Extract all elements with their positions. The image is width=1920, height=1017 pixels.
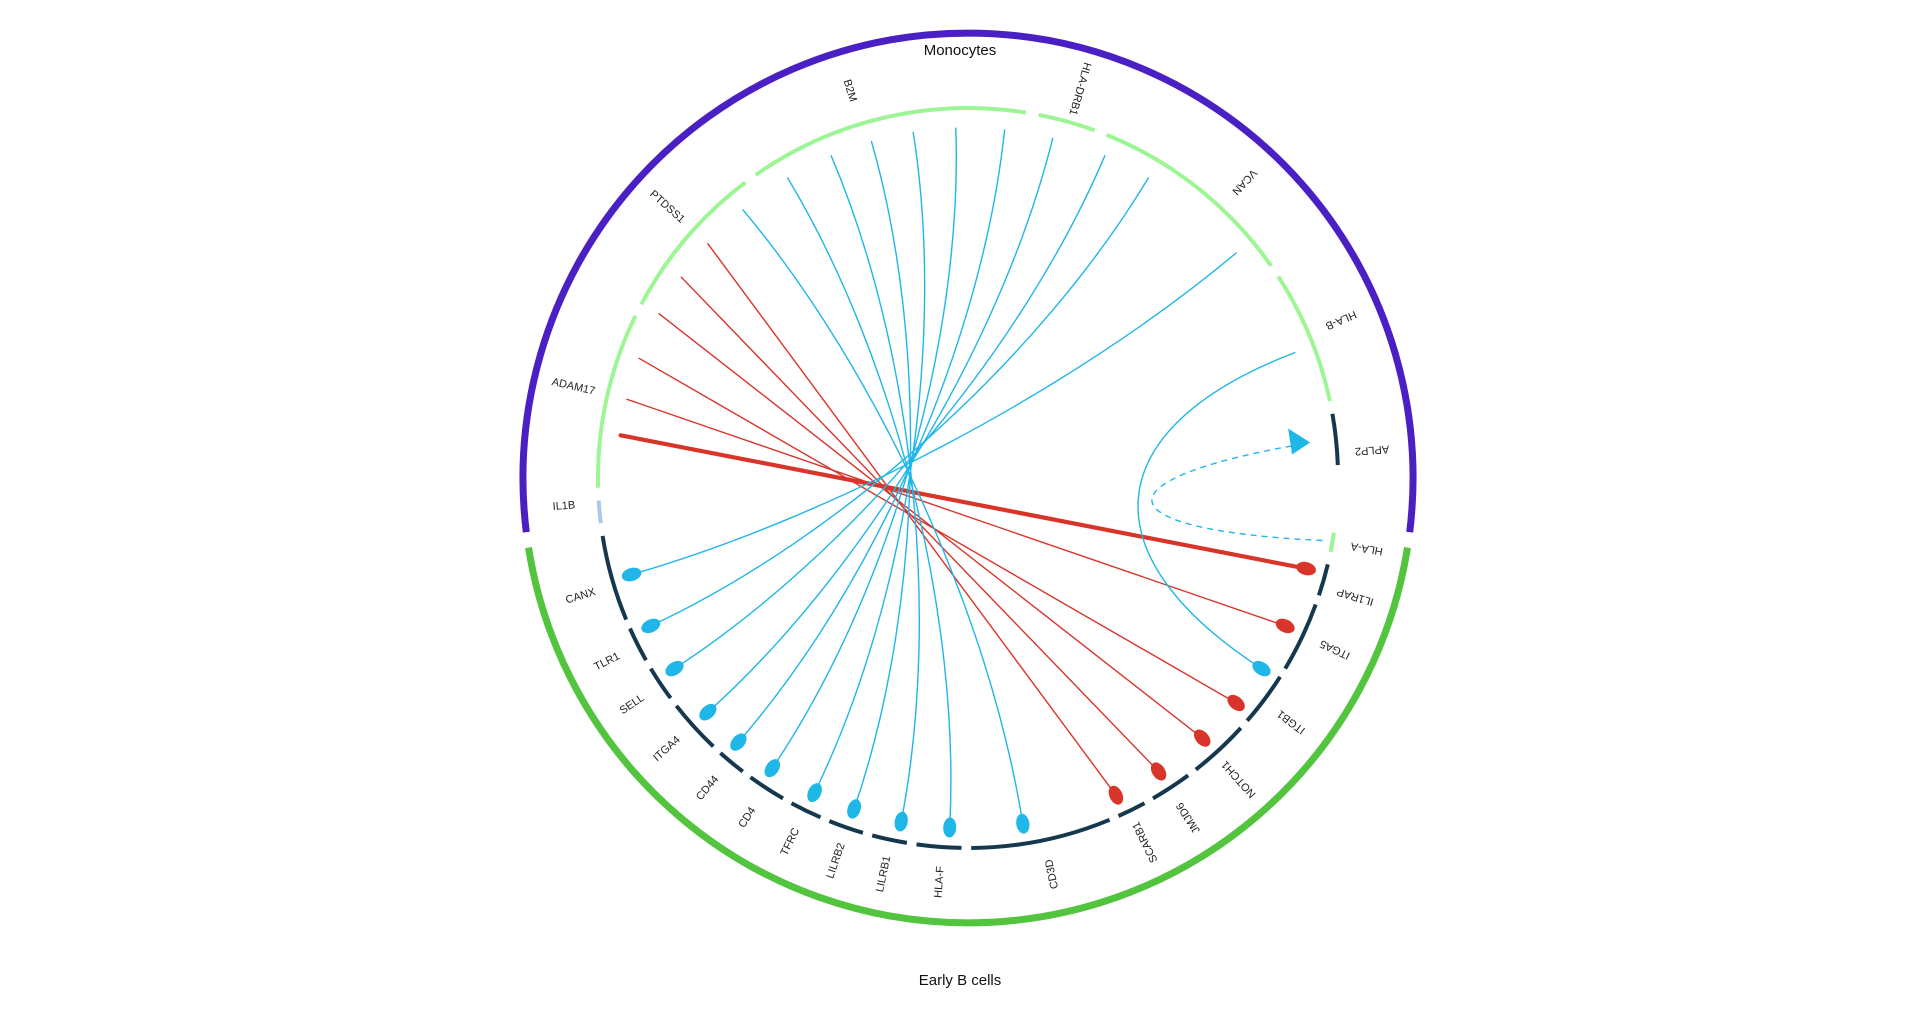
- gene-label-lilrb1: LILRB1: [874, 855, 893, 893]
- link-hla-a-to-aplp2: [1151, 444, 1323, 542]
- segment-notch1: [1194, 726, 1243, 772]
- arc-monocytes: [519, 29, 1417, 533]
- gene-label-canx: CANX: [564, 586, 597, 607]
- segment-hla-b: [1276, 275, 1332, 402]
- segment-hla-drb1: [1038, 112, 1096, 133]
- gene-segments: [596, 106, 1340, 850]
- segment-lilrb2: [828, 819, 864, 835]
- link-end-adam17-to-itgb1: [1227, 694, 1245, 712]
- link-adam17-to-notch1: [658, 313, 1203, 739]
- link-hla-drb1-to-cd4: [771, 127, 957, 769]
- gene-labels: IL1B ADAM17 PTDSS1 B2M HLA-DRB1 VCAN HLA-B APLP…: [551, 61, 1390, 898]
- group-label-monocytes: Monocytes: [924, 42, 997, 59]
- gene-label-aplp2: APLP2: [1355, 443, 1390, 457]
- link-end-b2m-to-lilrb1: [894, 811, 908, 832]
- link-hla-b-to-itga5: [1137, 351, 1296, 670]
- segment-aplp2: [1330, 413, 1340, 466]
- link-b2m-to-lilrb1: [830, 155, 920, 823]
- gene-label-vcan: VCAN: [1229, 167, 1259, 198]
- link-hla-b-to-canx: [630, 252, 1237, 576]
- link-end-adam17-to-itga5: [1275, 618, 1295, 634]
- gene-label-cd4: CD4: [736, 805, 758, 830]
- gene-label-b2m: B2M: [841, 78, 859, 103]
- link-adam17-to-itga5: [626, 398, 1286, 627]
- link-end-b2m-to-cd3d: [1016, 813, 1030, 834]
- link-il1b-to-il1rap: [618, 433, 1309, 571]
- gene-label-hla-f: HLA-F: [933, 865, 947, 898]
- segment-ptdss1: [639, 180, 747, 306]
- segment-cd44: [719, 751, 745, 774]
- gene-label-il1b: IL1B: [552, 499, 575, 513]
- gene-label-hla-a: HLA-A: [1349, 540, 1384, 558]
- segment-il1rap: [1317, 563, 1330, 597]
- gene-label-ptdss1: PTDSS1: [647, 188, 687, 226]
- segment-itga5: [1283, 603, 1318, 670]
- segment-cd4: [749, 775, 784, 801]
- arrow-head-aplp2: [1288, 428, 1311, 455]
- segment-sell: [649, 667, 673, 700]
- gene-label-lilrb2: LILRB2: [824, 842, 847, 881]
- link-b2m-to-tfrc: [813, 131, 926, 794]
- gene-label-jmjd6: JMJD6: [1174, 800, 1203, 835]
- segment-itga4: [674, 704, 715, 748]
- segment-itgb1: [1245, 675, 1282, 723]
- link-end-ptdss1-to-scarb1: [1108, 785, 1124, 805]
- link-end-il1b-to-il1rap: [1296, 561, 1316, 576]
- gene-label-itgb1: ITGB1: [1275, 707, 1308, 736]
- link-end-adam17-to-notch1: [1193, 729, 1211, 747]
- group-arcs: [519, 29, 1417, 927]
- gene-label-tlr1: TLR1: [592, 650, 621, 673]
- arrow-heads: [621, 428, 1316, 838]
- link-end-hla-drb1-to-cd4: [764, 759, 781, 778]
- gene-label-hla-drb1: HLA-DRB1: [1066, 61, 1093, 117]
- gene-label-sell: SELL: [618, 692, 647, 717]
- link-end-b2m-to-tfrc: [807, 783, 822, 803]
- segment-jmjd6: [1152, 773, 1190, 801]
- segment-lilrb1: [871, 833, 908, 845]
- group-label-early-b-cells: Early B cells: [919, 972, 1002, 989]
- link-vcan-to-tlr1: [650, 177, 1149, 627]
- link-ptdss1-to-scarb1: [707, 243, 1117, 796]
- gene-label-itga5: ITGA5: [1318, 637, 1352, 661]
- segment-vcan: [1105, 133, 1273, 267]
- link-ptdss1-to-jmjd6: [680, 276, 1160, 773]
- segment-hla-f: [916, 842, 962, 850]
- link-end-vcan-to-tlr1: [641, 618, 661, 634]
- gene-label-tfrc: TFRC: [779, 826, 803, 858]
- link-b2m-to-cd3d: [742, 209, 1024, 825]
- link-end-vcan-to-itga4: [699, 703, 717, 721]
- segment-hla-a: [1328, 532, 1336, 553]
- gene-label-adam17: ADAM17: [551, 376, 597, 398]
- segment-il1b: [596, 500, 603, 524]
- gene-label-scarb1: SCARB1: [1130, 820, 1160, 865]
- gene-label-hla-b: HLA-B: [1324, 308, 1359, 332]
- segment-cd3d: [971, 817, 1111, 850]
- link-end-hla-b-to-itga5: [1252, 660, 1271, 677]
- arc-early-b-cells: [525, 547, 1411, 927]
- link-end-b2m-to-lilrb2: [847, 799, 862, 819]
- segment-scarb1: [1117, 801, 1146, 818]
- segment-canx: [600, 535, 629, 621]
- link-vcan-to-cd44: [737, 129, 1006, 743]
- gene-label-cd3d: CD3D: [1043, 858, 1061, 890]
- link-vcan-to-itga4: [707, 137, 1054, 713]
- gene-label-itga4: ITGA4: [651, 734, 683, 764]
- segment-tfrc: [790, 801, 822, 820]
- segment-adam17: [596, 314, 638, 488]
- segment-tlr1: [628, 627, 648, 662]
- link-end-ptdss1-to-jmjd6: [1150, 762, 1167, 781]
- segment-b2m: [754, 106, 1027, 177]
- link-vcan-to-sell: [673, 155, 1106, 670]
- link-end-vcan-to-cd44: [730, 733, 747, 751]
- gene-label-notch1: NOTCH1: [1219, 758, 1258, 800]
- link-layer: [618, 127, 1323, 829]
- link-end-b2m-to-hla-f: [943, 817, 957, 838]
- link-end-vcan-to-sell: [665, 660, 684, 677]
- link-end-hla-b-to-canx: [621, 567, 642, 582]
- gene-label-il1rap: IL1RAP: [1335, 585, 1375, 608]
- gene-label-cd44: CD44: [694, 774, 721, 803]
